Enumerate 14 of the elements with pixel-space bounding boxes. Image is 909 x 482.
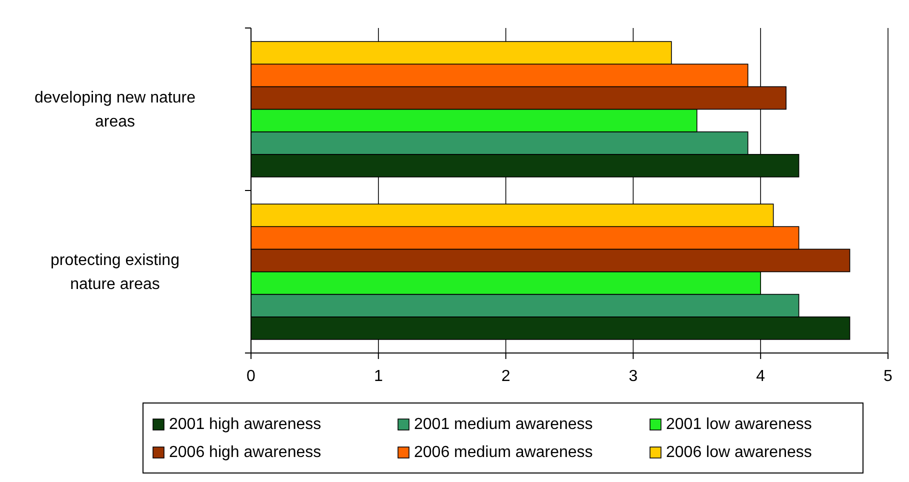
x-tick-label: 0 [246,368,256,385]
x-tick-label: 5 [884,368,893,385]
legend-label: 2006 high awareness [169,444,322,462]
x-tick-label: 1 [374,368,383,385]
x-tick-label: 2 [501,368,510,385]
legend-label: 2006 medium awareness [414,444,593,462]
y-tick-label: protecting existing nature areas [50,252,180,293]
legend-label: 2006 low awareness [666,444,812,462]
y-tick-label: developing new nature areas [34,89,196,130]
legend-label: 2001 medium awareness [414,416,593,434]
legend-label: 2001 low awareness [666,416,812,434]
legend-label: 2001 high awareness [169,416,322,434]
x-tick-label: 4 [756,368,766,385]
x-tick-label: 3 [628,368,638,385]
